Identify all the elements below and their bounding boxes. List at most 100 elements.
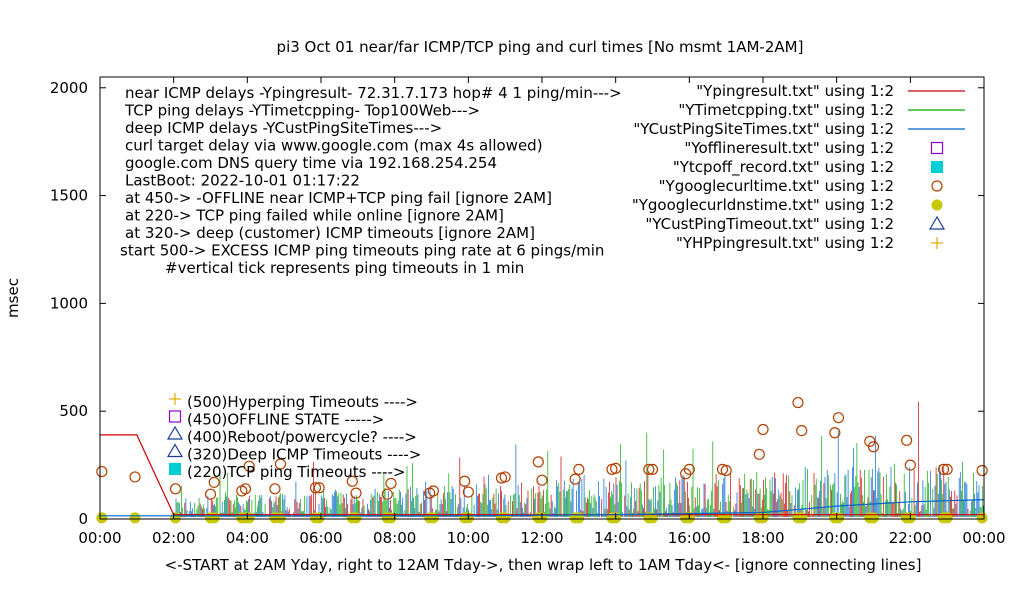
timeout-ticks-layer <box>175 401 984 517</box>
marker-key-label: (320)Deep ICMP Timeouts ----> <box>187 446 421 464</box>
square-marker <box>169 463 181 475</box>
data-point <box>832 412 845 424</box>
y-tick-label: 1000 <box>50 294 88 312</box>
data-point <box>720 464 732 477</box>
circle-marker <box>931 180 943 192</box>
data-point <box>239 483 252 495</box>
x-tick-label: 22:00 <box>889 529 932 547</box>
data-point <box>427 485 439 497</box>
data-point <box>796 512 808 524</box>
square-marker <box>168 410 182 423</box>
legend-label: "YHPpingresult.txt" using 1:2 <box>676 234 894 252</box>
triangle-marker <box>166 425 184 440</box>
data-point <box>169 483 182 495</box>
legend-label: "YCustPingTimeout.txt" using 1:2 <box>645 215 894 233</box>
data-point <box>274 458 287 470</box>
x-tick-label: 08:00 <box>373 529 416 547</box>
annotation-line: #vertical tick represents ping timeouts … <box>165 259 524 277</box>
x-tick-label: 14:00 <box>594 529 637 547</box>
data-point <box>610 462 622 474</box>
marker-key-label: (400)Reboot/powercycle? ----> <box>187 428 417 446</box>
y-tick-label: 1500 <box>50 187 88 205</box>
data-point <box>867 441 880 453</box>
annotation-line: LastBoot: 2022-10-01 01:17:22 <box>125 172 360 190</box>
data-point <box>243 460 255 472</box>
data-point <box>792 396 804 409</box>
annotation-line: TCP ping delays -YTimetcpping- Top100Web… <box>124 102 480 120</box>
data-point <box>753 448 765 460</box>
series-layer <box>96 396 988 524</box>
x-tick-label: 16:00 <box>668 529 711 547</box>
x-tick-label: 18:00 <box>741 529 784 547</box>
data-point <box>643 463 655 476</box>
x-tick-label: 06:00 <box>299 529 342 547</box>
data-point <box>459 475 471 487</box>
chart-title: pi3 Oct 01 near/far ICMP/TCP ping and cu… <box>277 38 804 56</box>
circle-marker <box>931 199 943 211</box>
marker-key-label: (220)TCP ping Timeouts ----> <box>187 463 405 481</box>
data-point <box>829 427 841 439</box>
annotation-line: near ICMP delays -Ypingresult- 72.31.7.1… <box>125 84 622 102</box>
data-point <box>976 512 988 524</box>
square-marker <box>930 141 944 155</box>
legend-label: "Ygooglecurldnstime.txt" using 1:2 <box>632 196 894 214</box>
y-tick-label: 2000 <box>50 79 88 97</box>
data-point <box>424 487 436 499</box>
data-point <box>129 512 141 524</box>
data-point <box>901 434 913 446</box>
data-point <box>937 463 950 476</box>
data-point <box>647 512 658 524</box>
legend-label: "YCustPingSiteTimes.txt" using 1:2 <box>633 120 894 138</box>
data-point <box>941 512 953 524</box>
legend-label: "YTimetcpping.txt" using 1:2 <box>678 101 894 119</box>
annotation-line: google.com DNS query time via 192.168.25… <box>125 154 497 172</box>
data-point <box>833 512 845 524</box>
x-tick-label: 12:00 <box>520 529 563 547</box>
data-point <box>532 456 544 468</box>
y-tick-label: 0 <box>78 510 88 528</box>
x-tick-label: 20:00 <box>815 529 858 547</box>
legend-label: "Ygooglecurltime.txt" using 1:2 <box>659 177 894 195</box>
legend: "Ypingresult.txt" using 1:2"YTimetcpping… <box>632 82 965 252</box>
annotation-line: deep ICMP delays -YCustPingSiteTimes---> <box>125 119 442 137</box>
annotation-line: start 500-> EXCESS ICMP ping timeouts pi… <box>120 242 604 260</box>
axis-layer: 0 500 1000 1500 2000 00:00 02:00 04:00 06:00 08:0… <box>50 77 1006 547</box>
data-point <box>309 482 322 494</box>
data-point <box>569 473 581 485</box>
data-point <box>536 474 548 486</box>
data-point <box>385 477 397 490</box>
data-point <box>204 488 217 500</box>
data-point <box>499 471 511 483</box>
annotation-line: curl target delay via www.google.com (ma… <box>125 137 543 155</box>
data-point <box>904 459 916 471</box>
data-point <box>208 476 220 488</box>
data-point <box>129 471 141 483</box>
legend-label: "Ytcpoff_record.txt" using 1:2 <box>673 158 894 177</box>
data-point <box>381 488 393 500</box>
data-point <box>462 486 474 498</box>
x-tick-label: 04:00 <box>226 529 269 547</box>
square-marker <box>931 161 943 173</box>
x-tick-label: 02:00 <box>152 529 195 547</box>
x-tick-label: 00:00 <box>962 529 1005 547</box>
data-point <box>96 465 108 478</box>
annotation-block: near ICMP delays -Ypingresult- 72.31.7.1… <box>120 84 622 277</box>
data-point <box>683 463 695 476</box>
annotation-line: at 450-> -OFFLINE near ICMP+TCP ping fai… <box>125 189 552 207</box>
annotation-line: at 320-> deep (customer) ICMP timeouts [… <box>125 224 535 242</box>
data-point <box>346 475 358 487</box>
legend-label: "Yofflineresult.txt" using 1:2 <box>684 139 894 157</box>
data-point <box>680 468 692 480</box>
data-point <box>313 482 325 494</box>
data-point <box>350 487 362 499</box>
data-point <box>96 512 108 524</box>
triangle-marker <box>166 443 184 458</box>
data-point <box>941 463 953 476</box>
data-point <box>757 423 769 436</box>
data-point <box>868 512 879 524</box>
data-point <box>573 463 585 476</box>
y-axis-label: msec <box>4 278 22 318</box>
triangle-marker <box>928 215 946 230</box>
